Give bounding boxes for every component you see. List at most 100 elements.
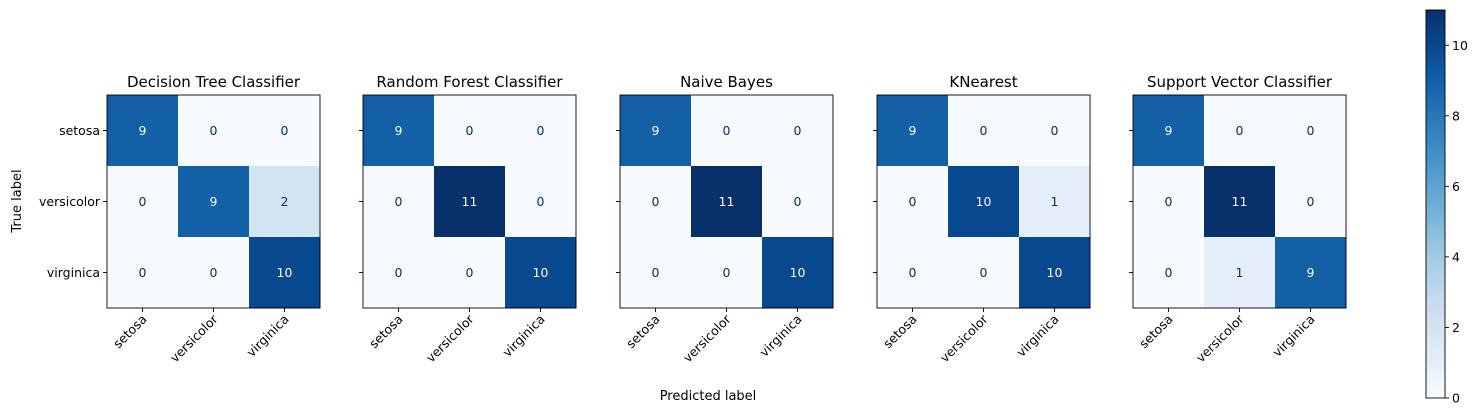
colorbar-tick-label: 8 <box>1452 108 1460 123</box>
y-axis-label: True label <box>10 169 25 233</box>
y-tick-label: setosa <box>59 123 100 138</box>
colorbar-tick-label: 4 <box>1452 249 1460 264</box>
cell-value-label: 2 <box>281 194 289 209</box>
cell-value-label: 0 <box>980 123 988 138</box>
colorbar-tick-label: 6 <box>1452 179 1460 194</box>
cell-value-label: 10 <box>1047 265 1063 280</box>
cell-value-label: 0 <box>466 123 474 138</box>
heatmap-cell <box>363 166 435 238</box>
heatmap-cell <box>363 237 435 309</box>
heatmap-cell <box>1275 95 1347 167</box>
cell-value-label: 0 <box>537 123 545 138</box>
cell-value-label: 10 <box>790 265 806 280</box>
cell-value-label: 0 <box>794 123 802 138</box>
x-tick-label: setosa <box>110 312 150 352</box>
heatmap-cell <box>877 166 949 238</box>
x-tick-label: versicolor <box>423 311 477 365</box>
heatmap-cell <box>691 95 763 167</box>
heatmap-cell <box>1204 95 1276 167</box>
panel-title: Support Vector Classifier <box>1147 73 1333 91</box>
cell-value-label: 9 <box>1165 123 1173 138</box>
heatmap-cell <box>877 95 949 167</box>
cell-value-label: 0 <box>139 194 147 209</box>
cell-value-label: 0 <box>909 265 917 280</box>
heatmap-cell <box>178 95 250 167</box>
colorbar: 0 2 4 6 8 10 <box>1425 9 1468 406</box>
cell-value-label: 1 <box>1051 194 1059 209</box>
y-tick-label: virginica <box>47 265 100 280</box>
cell-value-label: 0 <box>723 265 731 280</box>
cell-value-label: 0 <box>1051 123 1059 138</box>
heatmap-cell <box>178 166 250 238</box>
confusion-matrix-panel: Random Forest Classifier 9 0 0 0 11 0 0 0 10 setos… <box>359 73 577 365</box>
cell-value-label: 0 <box>1165 265 1173 280</box>
heatmap-cell <box>620 237 692 309</box>
x-tick-label: setosa <box>366 312 406 352</box>
heatmap-cell <box>505 237 577 309</box>
heatmap-cell <box>505 166 577 238</box>
cell-value-label: 0 <box>210 123 218 138</box>
cell-value-label: 0 <box>723 123 731 138</box>
cell-value-label: 0 <box>1307 194 1315 209</box>
cell-value-label: 0 <box>210 265 218 280</box>
cell-value-label: 0 <box>1307 123 1315 138</box>
heatmap-cell <box>1133 166 1205 238</box>
heatmap-cell <box>363 95 435 167</box>
cell-value-label: 0 <box>794 194 802 209</box>
heatmap-cell <box>1019 95 1091 167</box>
cell-value-label: 0 <box>139 265 147 280</box>
heatmap-cell <box>1275 237 1347 309</box>
cell-value-label: 9 <box>395 123 403 138</box>
cell-value-label: 11 <box>462 194 478 209</box>
colorbar-tick-label: 2 <box>1452 320 1460 335</box>
cell-value-label: 0 <box>652 265 660 280</box>
panel-title: KNearest <box>949 73 1017 91</box>
heatmap-cell <box>620 95 692 167</box>
heatmap-cell <box>1133 95 1205 167</box>
confusion-matrix-panel: Support Vector Classifier 9 0 0 0 11 0 0 1 9 setos… <box>1129 73 1347 365</box>
heatmap-cell <box>1204 237 1276 309</box>
heatmap-cell <box>1019 237 1091 309</box>
x-tick-label: setosa <box>623 312 663 352</box>
heatmap-cell <box>620 166 692 238</box>
x-tick-label: virginica <box>499 312 547 360</box>
heatmap-cell <box>691 166 763 238</box>
cell-value-label: 0 <box>909 194 917 209</box>
heatmap-cell <box>877 237 949 309</box>
cell-value-label: 0 <box>652 194 660 209</box>
cell-value-label: 9 <box>1307 265 1315 280</box>
heatmap-cell <box>1204 166 1276 238</box>
heatmap-cell <box>107 95 179 167</box>
cell-value-label: 0 <box>395 265 403 280</box>
y-tick-label: versicolor <box>39 194 101 209</box>
heatmap-cell <box>762 166 834 238</box>
heatmap-cell <box>249 166 321 238</box>
cell-value-label: 0 <box>1165 194 1173 209</box>
cell-value-label: 11 <box>719 194 735 209</box>
cell-value-label: 0 <box>1236 123 1244 138</box>
x-tick-label: virginica <box>756 312 804 360</box>
x-tick-label: setosa <box>880 312 920 352</box>
heatmap-cell <box>505 95 577 167</box>
cell-value-label: 0 <box>281 123 289 138</box>
heatmap-cell <box>249 95 321 167</box>
colorbar-tick-label: 0 <box>1452 391 1460 406</box>
cell-value-label: 0 <box>395 194 403 209</box>
cell-value-label: 9 <box>210 194 218 209</box>
x-axis-label: Predicted label <box>660 389 757 404</box>
x-tick-label: setosa <box>1136 312 1176 352</box>
confusion-matrix-panel: Decision Tree Classifier 9 0 0 0 9 2 0 0 10 setosa… <box>39 73 321 365</box>
heatmap-cell <box>178 237 250 309</box>
cell-value-label: 0 <box>980 265 988 280</box>
heatmap-cell <box>762 237 834 309</box>
heatmap-cell <box>948 166 1020 238</box>
heatmap-cell <box>107 166 179 238</box>
colorbar-gradient <box>1425 9 1446 399</box>
heatmap-cell <box>948 95 1020 167</box>
confusion-matrix-panel: Naive Bayes 9 0 0 0 11 0 0 0 10 setosa versicolor vi… <box>616 73 834 365</box>
heatmap-cell <box>434 166 506 238</box>
panel-title: Decision Tree Classifier <box>127 73 301 91</box>
cell-value-label: 9 <box>139 123 147 138</box>
